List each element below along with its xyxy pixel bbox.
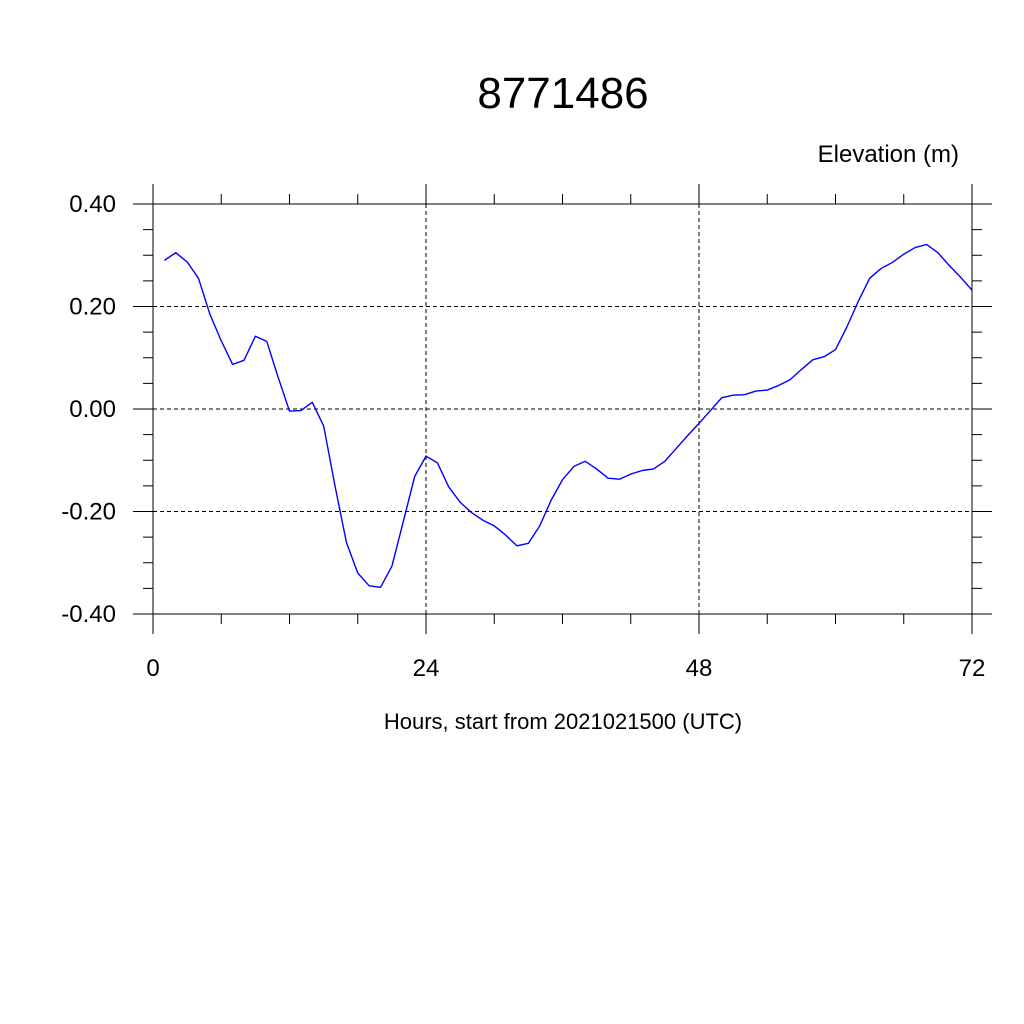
elevation-series-line	[163, 243, 973, 589]
plot-frame	[152, 203, 973, 615]
x-tick-label: 72	[959, 655, 986, 682]
y-tick-label: 0.00	[69, 396, 116, 423]
y-tick-label: 0.20	[69, 294, 116, 321]
y-tick-label: -0.20	[61, 499, 116, 526]
x-tick-label: 24	[413, 655, 440, 682]
x-axis-label: Hours, start from 2021021500 (UTC)	[384, 709, 742, 734]
x-tick-label: 48	[686, 655, 713, 682]
y-tick-label: 0.40	[69, 191, 116, 218]
chart-title: 8771486	[477, 69, 648, 118]
series-layer	[163, 243, 973, 589]
y-axis-label: Elevation (m)	[818, 141, 959, 168]
tick-labels: 0.40 0.20 0.00 -0.20 -0.40 0 24 48 72	[61, 191, 985, 682]
y-tick-label: -0.40	[61, 601, 116, 628]
grid-lines	[152, 203, 973, 615]
axis-ticks	[133, 184, 992, 634]
x-tick-label: 0	[146, 655, 159, 682]
